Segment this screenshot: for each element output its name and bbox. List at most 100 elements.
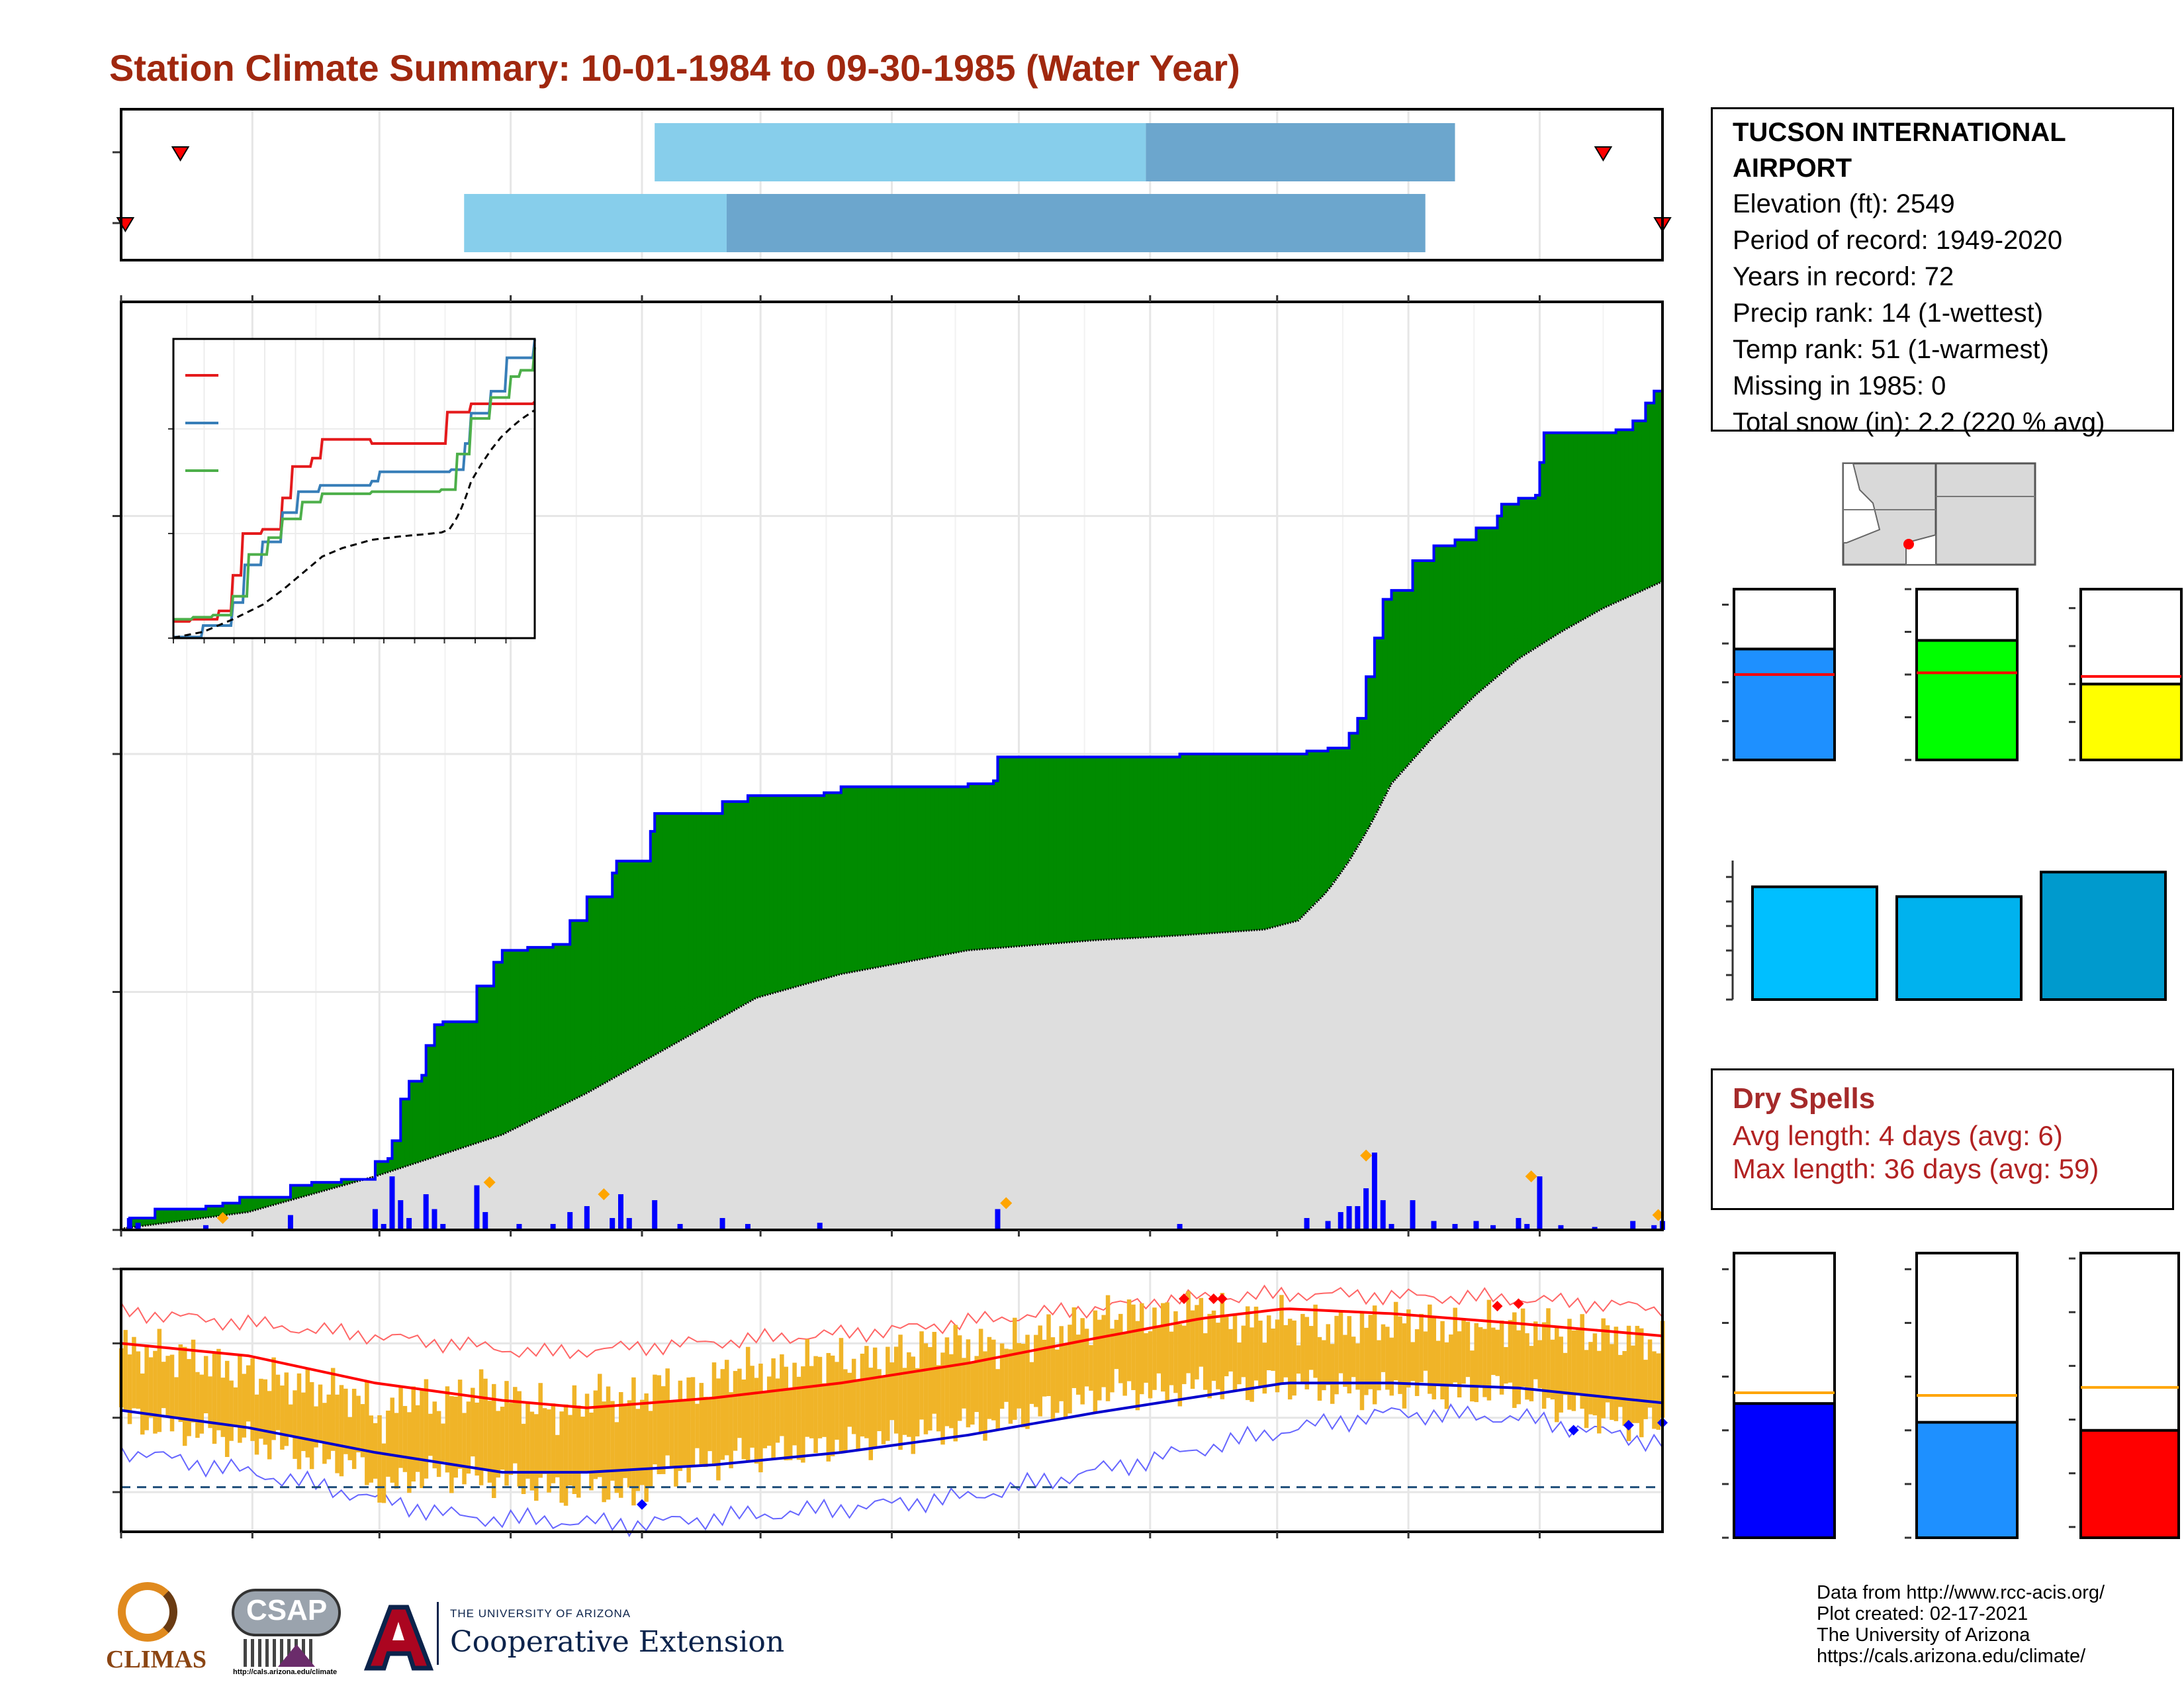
daily-temp-bar: [1101, 1315, 1106, 1387]
daily-temp-bar: [1377, 1340, 1381, 1391]
daily-temp-bar: [1381, 1324, 1386, 1372]
daily-temp-bar: [1656, 1353, 1661, 1430]
daily-temp-bar: [923, 1343, 929, 1434]
daily-temp-bar: [978, 1329, 983, 1432]
daily-temp-bar: [856, 1381, 860, 1450]
station-period: Period of record: 1949-2020: [1733, 226, 2063, 255]
station-years: Years in record: 72: [1733, 262, 1954, 291]
daily-temp-bar: [644, 1393, 649, 1502]
daily-temp-bar: [1262, 1342, 1267, 1394]
daily-temp-bar: [593, 1390, 598, 1479]
daily-temp-bar: [1592, 1333, 1598, 1416]
daily-temp-bar: [1131, 1304, 1136, 1390]
daily-precip-bar: [516, 1224, 522, 1230]
daily-temp-bar: [1135, 1321, 1140, 1411]
daily-temp-bar: [555, 1434, 560, 1477]
daily-precip-bar: [135, 1223, 141, 1230]
daily-temp-bar: [907, 1352, 911, 1437]
daily-temp-bar: [1597, 1350, 1602, 1434]
daily-temp-bar: [944, 1337, 950, 1427]
csap-logo: CSAP http://cals.arizona.edu/climate: [232, 1589, 347, 1678]
daily-temp-bar: [335, 1394, 340, 1474]
record-high-marker: [1513, 1298, 1524, 1309]
daily-temp-bar: [551, 1403, 556, 1483]
daily-temp-bar: [1080, 1318, 1085, 1405]
daily-temp-bar: [301, 1392, 306, 1452]
daily-temp-bar: [729, 1392, 733, 1469]
daily-temp-bar: [182, 1346, 187, 1446]
daily-temp-bar: [839, 1338, 844, 1453]
daily-temp-bar: [1355, 1343, 1360, 1390]
dry-spells-title: Dry Spells: [1733, 1082, 1876, 1115]
daily-temp-bar: [822, 1383, 827, 1437]
daily-precip-bar: [550, 1224, 556, 1230]
daily-temp-bar: [424, 1379, 429, 1479]
daily-temp-bar: [1195, 1305, 1199, 1380]
daily-temp-bar: [1652, 1351, 1657, 1429]
logo-divider: [437, 1602, 439, 1665]
daily-temp-bar: [441, 1423, 445, 1462]
daily-temp-bar: [995, 1369, 1000, 1430]
daily-temp-bar: [648, 1411, 653, 1489]
daily-temp-bar: [602, 1401, 606, 1503]
daily-temp-bar: [563, 1404, 569, 1506]
daily-temp-bar: [1008, 1349, 1013, 1424]
normal-min-line: [120, 1382, 1663, 1474]
daily-precip-bar: [1630, 1221, 1636, 1230]
daily-temp-bar: [445, 1386, 450, 1473]
daily-temp-bar: [449, 1396, 454, 1493]
daily-temp-bar: [919, 1331, 924, 1420]
daily-temp-bar: [1546, 1308, 1551, 1398]
timing-q25-q50-bar: [464, 194, 727, 252]
daily-temp-bar: [351, 1388, 357, 1470]
daily-temp-bar: [1626, 1325, 1631, 1441]
credits: Data from http://www.rcc-acis.org/ Plot …: [1817, 1582, 2105, 1667]
daily-temp-bar: [1224, 1315, 1229, 1377]
daily-temp-bar: [1474, 1323, 1479, 1403]
daily-temp-bar: [788, 1388, 793, 1460]
station-missing: Missing in 1985: 0: [1733, 371, 1946, 400]
daily-temp-bar: [1050, 1337, 1056, 1420]
daily-temp-bar: [377, 1415, 382, 1503]
daily-precip-bar: [398, 1200, 404, 1230]
daily-temp-bar: [1034, 1335, 1038, 1407]
daily-temp-bar: [1097, 1319, 1102, 1401]
daily-temp-bar: [483, 1378, 488, 1471]
ua-small-label: THE UNIVERSITY OF ARIZONA: [450, 1607, 631, 1620]
daily-temp-bar: [1410, 1342, 1415, 1382]
daily-temp-bar: [428, 1413, 433, 1456]
daily-temp-bar: [1508, 1320, 1513, 1383]
daily-temp-bar: [246, 1365, 251, 1422]
daily-precip-bar: [1452, 1224, 1458, 1230]
daily-temp-bar: [835, 1362, 839, 1440]
daily-temp-bar: [1529, 1346, 1534, 1401]
daily-temp-bar: [780, 1354, 784, 1436]
daily-temp-bar: [1461, 1318, 1466, 1384]
daily-temp-bar: [330, 1368, 336, 1451]
daily-temp-bar: [398, 1387, 403, 1468]
timing-q25-q50-bar: [655, 123, 1146, 181]
daily-precip-bar: [372, 1209, 378, 1230]
daily-temp-bar: [1453, 1307, 1457, 1383]
timing-first-marker: [171, 146, 190, 162]
daily-temp-bar: [140, 1373, 145, 1435]
daily-temp-bar: [741, 1380, 747, 1460]
timing-q50-q75-bar: [726, 194, 1426, 252]
bar-intensity-chart: [2069, 588, 2183, 762]
daily-temp-bar: [153, 1350, 158, 1434]
daily-temp-bar: [259, 1378, 263, 1439]
daily-precip-bar: [1338, 1212, 1343, 1230]
daily-temp-bar: [1296, 1345, 1301, 1374]
map-station-marker: [1903, 539, 1914, 549]
summary-value-bar: [2079, 1429, 2180, 1539]
climas-swirl-icon: [118, 1582, 177, 1642]
daily-temp-bar: [699, 1383, 704, 1465]
daily-precip-bar: [1558, 1225, 1564, 1230]
daily-temp-bar: [936, 1365, 941, 1432]
daily-temp-bar: [1647, 1339, 1653, 1408]
daily-temp-bar: [1181, 1325, 1187, 1384]
inset-series-line: [173, 347, 536, 621]
daily-temp-bar: [250, 1358, 255, 1441]
daily-temp-bar: [504, 1381, 509, 1486]
